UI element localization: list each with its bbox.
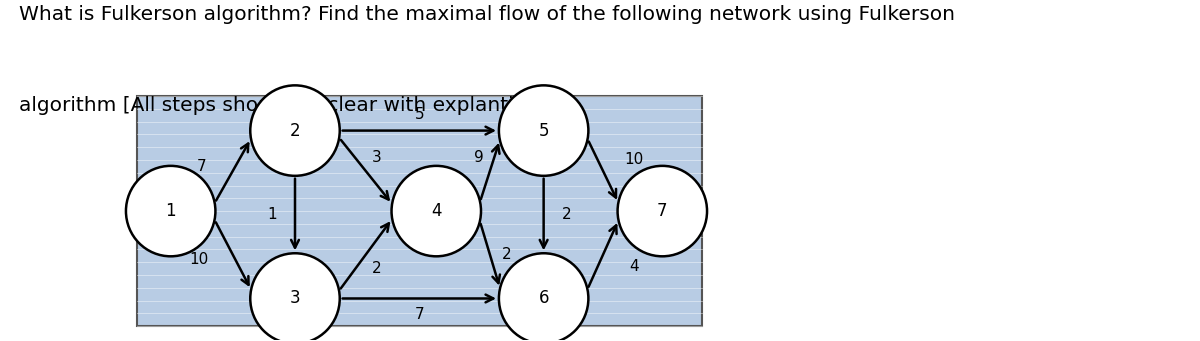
Text: 4: 4: [431, 202, 442, 220]
Text: 2: 2: [502, 247, 511, 262]
Text: 1: 1: [268, 207, 277, 222]
Text: 7: 7: [658, 202, 667, 220]
Text: 1: 1: [166, 202, 176, 220]
Text: 9: 9: [474, 150, 484, 165]
Text: 3: 3: [289, 290, 300, 308]
Ellipse shape: [251, 85, 340, 176]
Ellipse shape: [251, 253, 340, 341]
Ellipse shape: [499, 253, 588, 341]
Text: 10: 10: [624, 152, 643, 167]
Text: 10: 10: [190, 252, 209, 267]
Text: 7: 7: [197, 159, 206, 174]
Text: What is Fulkerson algorithm? Find the maximal flow of the following network usin: What is Fulkerson algorithm? Find the ma…: [19, 5, 955, 24]
Text: 5: 5: [539, 122, 548, 139]
Ellipse shape: [391, 166, 481, 256]
Text: 6: 6: [539, 290, 548, 308]
Text: 3: 3: [372, 150, 382, 165]
FancyBboxPatch shape: [137, 96, 702, 326]
Text: 5: 5: [414, 107, 424, 122]
Text: algorithm [All steps should be clear with explantion].: algorithm [All steps should be clear wit…: [19, 96, 553, 115]
Text: 2: 2: [289, 122, 300, 139]
Ellipse shape: [499, 85, 588, 176]
Ellipse shape: [126, 166, 216, 256]
Ellipse shape: [618, 166, 707, 256]
Text: 4: 4: [629, 259, 638, 274]
Text: 7: 7: [414, 307, 424, 322]
Text: 2: 2: [562, 207, 571, 222]
Text: 2: 2: [372, 261, 382, 276]
